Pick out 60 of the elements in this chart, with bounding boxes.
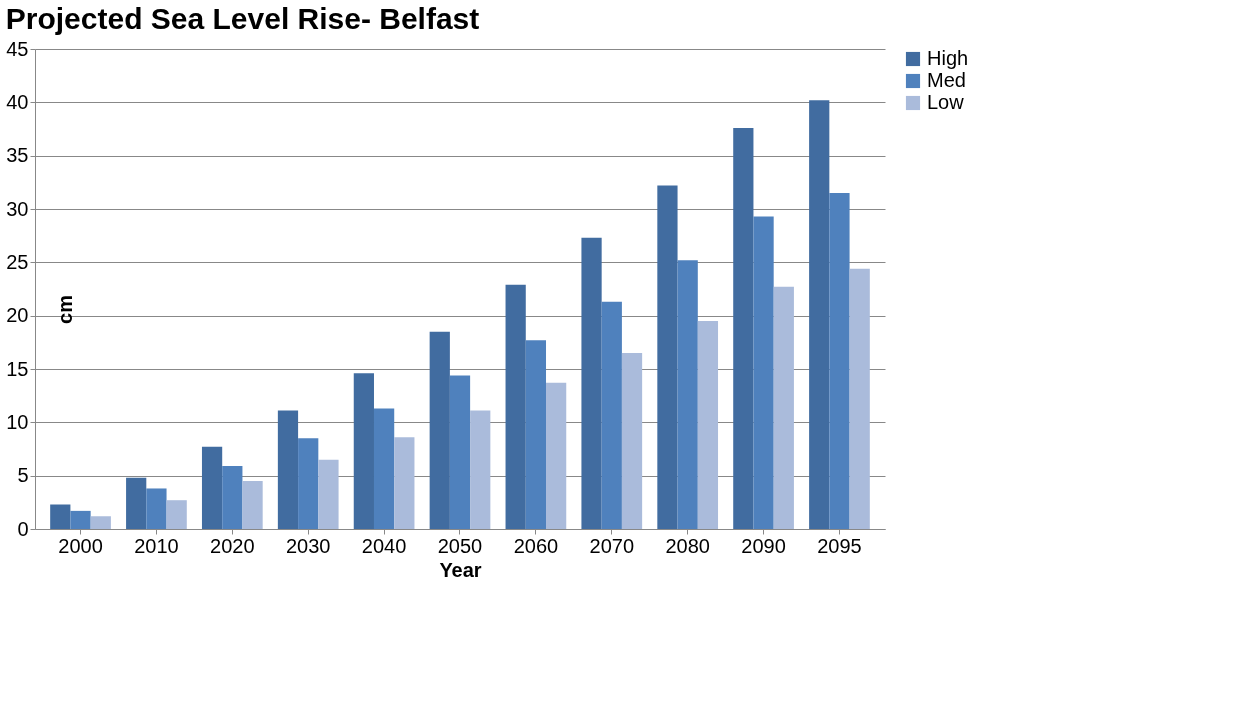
x-tick-label: 2060 (513, 534, 559, 557)
bar (601, 301, 622, 529)
y-tick-label: 20 (6, 304, 29, 327)
x-tick-label: 2020 (210, 534, 255, 557)
x-tick-label: 2040 (361, 534, 407, 557)
bar (773, 286, 794, 529)
x-tick-label: 2080 (665, 534, 710, 557)
y-tick-label: 45 (6, 37, 29, 60)
bar (90, 516, 111, 529)
bar (298, 438, 319, 529)
bar (657, 185, 678, 529)
bar (318, 459, 339, 529)
legend-label: Med (927, 69, 966, 91)
bar (353, 373, 374, 529)
bar (697, 321, 719, 529)
bar (429, 331, 450, 529)
bar (733, 127, 754, 529)
y-tick-label: 10 (6, 410, 29, 433)
bar (242, 481, 263, 529)
bar (505, 284, 526, 529)
bar (201, 446, 223, 529)
y-tick-label: 5 (17, 464, 29, 487)
x-tick-label: 2030 (285, 534, 331, 557)
y-tick-label: 0 (17, 517, 29, 540)
y-tick-label: 30 (6, 197, 29, 220)
chart-title: Projected Sea Level Rise- Belfast (5, 2, 480, 35)
legend-label: Low (927, 91, 965, 113)
bar (753, 216, 774, 529)
x-tick-label: 2095 (817, 534, 862, 557)
bar (394, 437, 415, 529)
bar (373, 408, 395, 529)
bar (126, 477, 147, 529)
bar (50, 504, 71, 529)
bar (581, 237, 602, 529)
x-tick-label: 2090 (741, 534, 786, 557)
bar (829, 193, 850, 529)
bar (621, 353, 643, 529)
y-axis-title: cm (53, 295, 76, 324)
x-tick-label: 2000 (58, 534, 103, 557)
legend-label: High (927, 47, 969, 69)
bar (449, 375, 471, 529)
bar (546, 382, 567, 529)
bar (470, 410, 491, 529)
bar (849, 268, 870, 529)
bar (277, 410, 299, 529)
x-tick-label: 2070 (589, 534, 635, 557)
bar (166, 500, 187, 529)
x-tick-label: 2050 (437, 534, 483, 557)
bar (222, 466, 243, 529)
y-tick-label: 35 (6, 144, 29, 167)
bar (70, 510, 91, 529)
bar (525, 340, 547, 529)
x-tick-label: 2010 (134, 534, 179, 557)
bar (677, 260, 698, 529)
y-tick-label: 25 (6, 250, 29, 273)
bar (146, 488, 167, 529)
x-axis-title: Year (439, 558, 482, 581)
bar (809, 100, 830, 529)
y-tick-label: 15 (6, 357, 29, 380)
y-tick-label: 40 (6, 90, 29, 113)
